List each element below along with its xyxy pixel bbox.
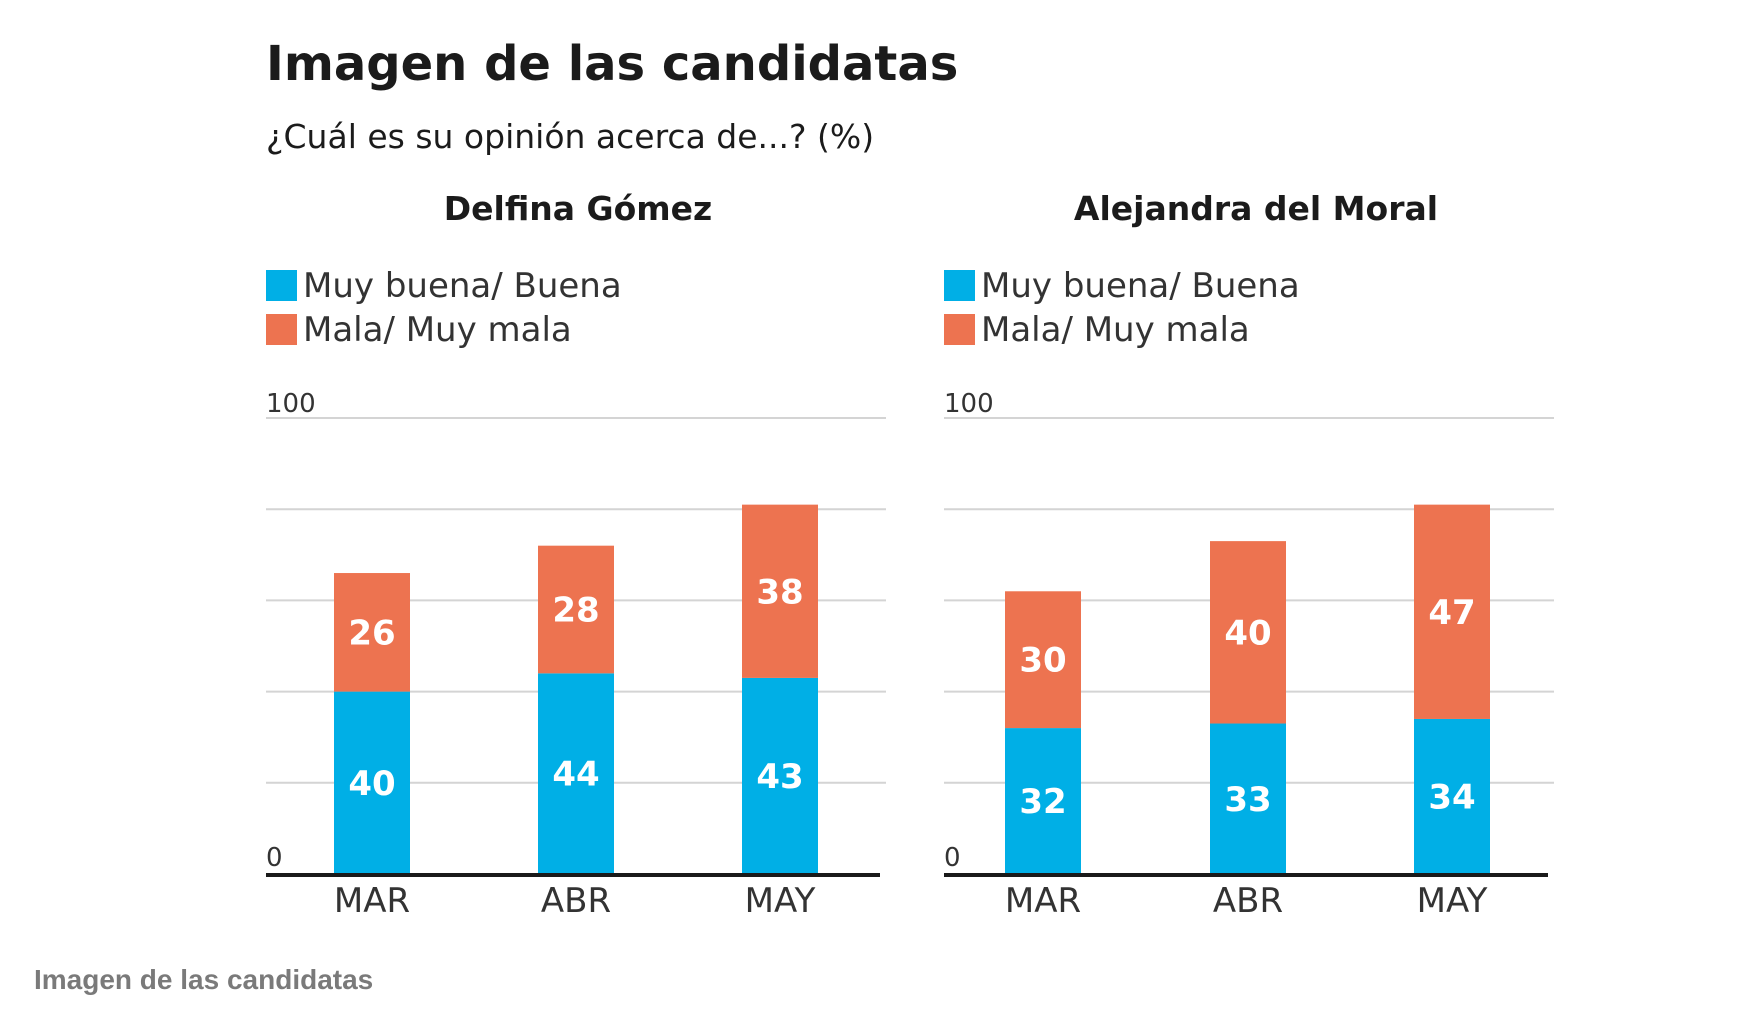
legend-swatch-positive: [944, 270, 975, 301]
data-label-negative-abr: 28: [552, 591, 599, 631]
bar-positive-abr: [538, 673, 614, 874]
bar-negative-may: [742, 504, 818, 678]
x-tick-label-abr: ABR: [1213, 881, 1283, 921]
bar-negative-abr: [538, 545, 614, 674]
bar-negative-may: [1414, 504, 1490, 719]
legend-label-negative: Mala/ Muy mala: [303, 310, 572, 350]
data-label-positive-mar: 32: [1019, 782, 1066, 822]
panel-title: Delfina Gómez: [444, 189, 713, 228]
bar-positive-mar: [1005, 728, 1081, 874]
y-tick-label-min: 0: [944, 843, 961, 873]
y-tick-label-min: 0: [266, 843, 283, 873]
x-tick-label-mar: MAR: [1005, 881, 1081, 921]
data-label-negative-may: 38: [756, 572, 803, 612]
data-label-negative-may: 47: [1428, 593, 1475, 633]
data-label-positive-abr: 33: [1224, 780, 1271, 820]
legend-label-positive: Muy buena/ Buena: [303, 266, 622, 306]
data-label-positive-may: 43: [756, 757, 803, 797]
plot-area: 40 26 MAR 44 28 ABR 43 38 MAY: [266, 417, 886, 921]
y-tick-label-max: 100: [944, 389, 994, 419]
plot-area: 32 30 MAR 33 40 ABR 34 47 MAY: [944, 417, 1554, 921]
data-label-positive-mar: 40: [348, 764, 395, 804]
bar-negative-abr: [1210, 541, 1286, 724]
figure-caption: Imagen de las candidatas: [34, 964, 374, 995]
legend-swatch-positive: [266, 270, 297, 301]
chart-title: Imagen de las candidatas: [266, 36, 958, 92]
x-tick-label-mar: MAR: [334, 881, 410, 921]
data-label-positive-may: 34: [1428, 777, 1475, 817]
bar-positive-may: [1414, 718, 1490, 874]
x-tick-label-may: MAY: [1417, 881, 1488, 921]
bar-negative-mar: [1005, 591, 1081, 729]
data-label-negative-mar: 30: [1019, 641, 1066, 681]
bar-positive-abr: [1210, 723, 1286, 874]
bar-positive-may: [742, 677, 818, 874]
data-label-negative-mar: 26: [348, 613, 395, 653]
legend-swatch-negative: [944, 314, 975, 345]
panel-delfina-gomez: Delfina Gómez Muy buena/ Buena Mala/ Muy…: [266, 189, 886, 921]
panel-alejandra-del-moral: Alejandra del Moral Muy buena/ Buena Mal…: [944, 189, 1554, 921]
x-tick-label-may: MAY: [745, 881, 816, 921]
data-label-positive-abr: 44: [552, 755, 599, 795]
legend-label-negative: Mala/ Muy mala: [981, 310, 1250, 350]
data-label-negative-abr: 40: [1224, 613, 1271, 653]
chart-figure: Imagen de las candidatas ¿Cuál es su opi…: [266, 36, 1554, 921]
panel-title: Alejandra del Moral: [1074, 189, 1438, 228]
legend-label-positive: Muy buena/ Buena: [981, 266, 1300, 306]
bar-negative-mar: [334, 573, 410, 692]
chart-subtitle: ¿Cuál es su opinión acerca de...? (%): [266, 117, 874, 156]
x-tick-label-abr: ABR: [541, 881, 611, 921]
bar-positive-mar: [334, 691, 410, 874]
y-tick-label-max: 100: [266, 389, 316, 419]
legend-swatch-negative: [266, 314, 297, 345]
